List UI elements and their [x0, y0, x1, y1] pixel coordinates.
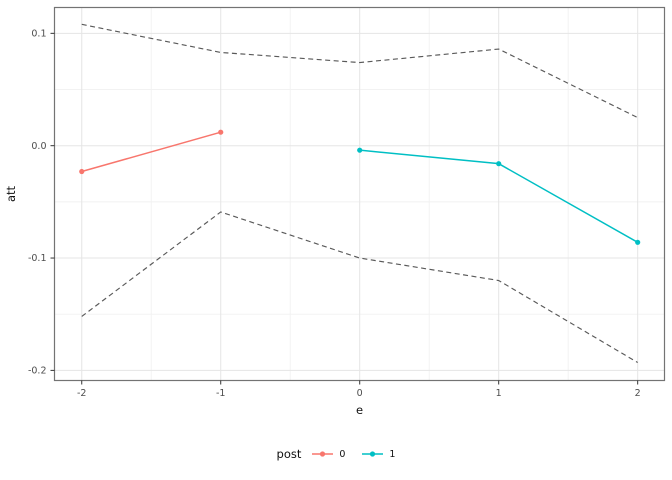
legend: post 0 1	[0, 441, 672, 467]
x-tick-label: -1	[216, 388, 225, 399]
post-0-line	[81, 131, 221, 173]
x-axis-title: e	[356, 403, 363, 417]
legend-item-post-0: 0	[311, 447, 345, 461]
ci-upper-line	[81, 23, 638, 119]
y-tick-label: -0.2	[28, 366, 47, 377]
axis-tick-labels: -2 -1 0 1 2 0.1 0.0 -0.1 -0.2	[28, 29, 641, 399]
data-series	[79, 23, 641, 364]
axis-ticks	[50, 32, 639, 385]
legend-title: post	[276, 447, 302, 461]
ci-lower-line	[81, 211, 638, 364]
x-tick-label: 1	[496, 388, 502, 399]
legend-label-post-1: 1	[389, 448, 396, 460]
legend-item-post-1: 1	[361, 447, 395, 461]
x-tick-label: 0	[357, 388, 363, 399]
post-0-point	[218, 129, 224, 135]
x-tick-label: -2	[77, 388, 86, 399]
legend-key-post-1-icon	[362, 451, 384, 457]
legend-key-post-0-icon	[312, 451, 334, 457]
y-axis-title: att	[4, 185, 18, 202]
y-tick-label: 0.0	[31, 141, 46, 152]
post-0-point	[79, 168, 85, 175]
legend-label-post-0: 0	[339, 448, 346, 460]
major-gridlines	[54, 7, 665, 381]
y-tick-label: 0.1	[31, 29, 46, 40]
x-tick-label: 2	[635, 388, 641, 399]
y-tick-label: -0.1	[28, 253, 47, 264]
post-1-point	[635, 239, 641, 245]
post-1-point	[496, 161, 502, 167]
post-1-point	[357, 147, 363, 153]
